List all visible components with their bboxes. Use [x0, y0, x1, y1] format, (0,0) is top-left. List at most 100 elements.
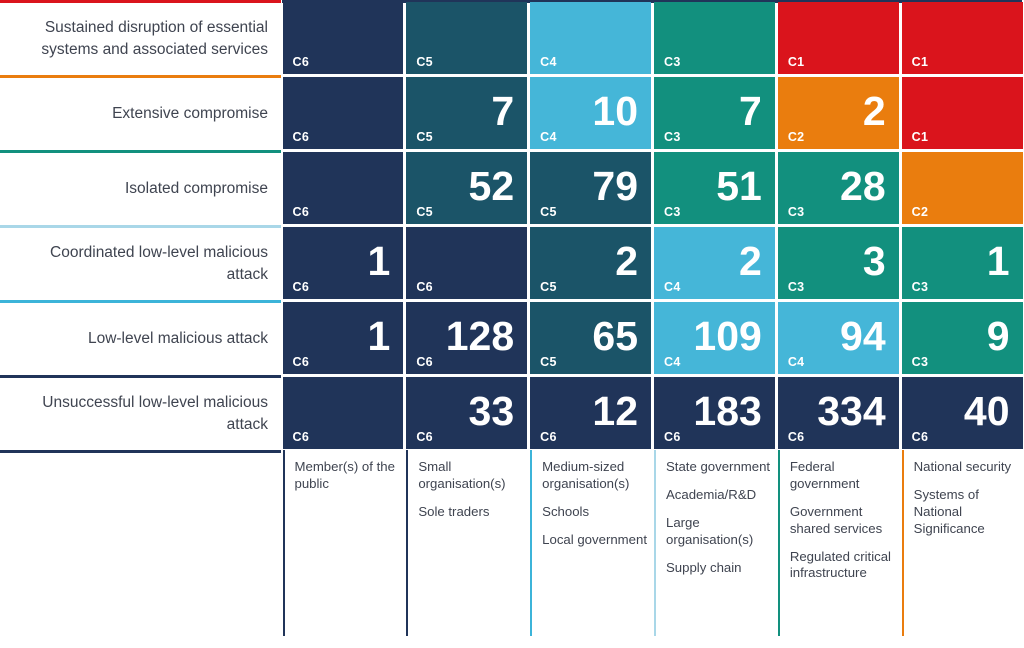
cell-category-label: C6 — [292, 54, 310, 69]
matrix-cell: 51 C3 — [654, 151, 775, 224]
cell-category-label: C1 — [787, 54, 805, 69]
cell-value: 52 — [468, 163, 515, 209]
cell-category-label: C6 — [416, 354, 433, 369]
matrix-cell: 109 C4 — [654, 301, 775, 374]
matrix-cell: C6 — [282, 151, 404, 224]
cell-value: 1 — [986, 238, 1010, 284]
cell-category-label: C4 — [787, 354, 805, 369]
cell-category-label: C6 — [292, 279, 310, 294]
cell-value: 10 — [592, 88, 638, 134]
cell-category-label: C1 — [911, 54, 929, 69]
cell-category-label: C5 — [416, 204, 433, 219]
cell-value: 79 — [592, 163, 638, 209]
matrix-cell: C1 — [901, 1, 1023, 74]
cell-category-label: C2 — [787, 129, 805, 144]
column-description-line: Medium-sized organisation(s) — [542, 459, 630, 491]
matrix-cell: 2 C4 — [654, 226, 775, 299]
matrix-cell: 12 C6 — [530, 376, 651, 449]
matrix-cell: C6 — [406, 226, 528, 299]
cell-value: 1 — [367, 238, 391, 284]
cell-value: 51 — [716, 163, 762, 209]
matrix-cell: 7 C3 — [654, 76, 775, 149]
matrix-cell: C1 — [901, 76, 1023, 149]
cell-value: 128 — [445, 313, 515, 359]
matrix-cell: C5 — [406, 1, 528, 74]
matrix-cell: 33 C6 — [406, 376, 528, 449]
column-description: State government Academia/R&D Large organi… — [654, 450, 775, 636]
cell-value: 7 — [739, 88, 762, 134]
column-description-line: Regulated critical infrastructure — [789, 548, 891, 581]
cell-category-label: C6 — [416, 279, 433, 294]
row-label: Coordinated low-level malicious attack — [0, 225, 281, 300]
column-description-line: Large organisation(s) — [666, 514, 754, 547]
matrix-cell: C3 — [654, 1, 775, 74]
cell-category-label: C4 — [664, 279, 681, 294]
row-label: Unsuccessful low-level malicious attack — [0, 375, 281, 450]
matrix-cell: 1 C6 — [282, 226, 404, 299]
matrix-cell: C2 — [901, 151, 1023, 224]
cell-value: 3 — [862, 238, 886, 284]
row-label: Low-level malicious attack — [0, 300, 281, 375]
cell-category-label: C1 — [911, 129, 929, 144]
matrix-cell: C6 — [282, 1, 404, 74]
matrix-cell: C1 — [777, 1, 899, 74]
row-label: Extensive compromise — [0, 75, 281, 150]
cell-value: 2 — [739, 238, 762, 284]
footer-spacer — [0, 450, 281, 636]
matrix-cell: 183 C6 — [654, 376, 775, 449]
matrix-cell: 3 C3 — [777, 226, 899, 299]
cell-category-label: C3 — [664, 204, 681, 219]
cell-value: 2 — [862, 88, 886, 134]
matrix-cell: C6 — [282, 376, 404, 449]
matrix-cell: 1 C6 — [282, 301, 404, 374]
cell-category-label: C3 — [664, 129, 681, 144]
cell-category-label: C3 — [664, 54, 681, 69]
cell-value: 109 — [693, 313, 762, 359]
cell-category-label: C5 — [540, 354, 557, 369]
cell-category-label: C6 — [416, 429, 433, 444]
cell-value: 183 — [693, 388, 762, 434]
matrix-cell: 1 C3 — [901, 226, 1023, 299]
cell-value: 1 — [367, 313, 391, 359]
cell-category-label: C6 — [787, 429, 805, 444]
cell-category-label: C6 — [664, 429, 681, 444]
column-description: Small organisation(s) Sole traders — [406, 450, 527, 636]
matrix-cell: 94 C4 — [777, 301, 899, 374]
cell-value: 28 — [840, 163, 886, 209]
cell-category-label: C4 — [540, 54, 557, 69]
cell-category-label: C3 — [911, 354, 929, 369]
matrix-cell: 2 C5 — [530, 226, 651, 299]
cell-value: 2 — [615, 238, 638, 284]
cell-value: 65 — [592, 313, 638, 359]
column-description-line: Systems of National Significance — [913, 486, 985, 536]
cell-category-label: C6 — [292, 129, 310, 144]
cell-value: 33 — [468, 388, 515, 434]
matrix-cell: 79 C5 — [530, 151, 651, 224]
column-description: National security Systems of National Sig… — [901, 450, 1023, 636]
cell-category-label: C6 — [292, 354, 310, 369]
cell-value: 40 — [963, 388, 1010, 434]
cell-value: 94 — [840, 313, 886, 359]
matrix-cell: 7 C5 — [406, 76, 528, 149]
cell-value: 334 — [817, 388, 886, 434]
matrix-cell: C6 — [282, 76, 404, 149]
matrix-cell: 334 C6 — [777, 376, 899, 449]
cell-category-label: C5 — [540, 279, 557, 294]
column-description: Federal government Government shared serv… — [777, 450, 899, 636]
matrix-cell: 28 C3 — [777, 151, 899, 224]
column-description-line: Schools — [542, 503, 590, 519]
cell-value: 7 — [491, 88, 515, 134]
matrix-cell: 52 C5 — [406, 151, 528, 224]
cell-category-label: C6 — [540, 429, 557, 444]
cell-category-label: C2 — [911, 204, 929, 219]
cell-category-label: C5 — [416, 54, 433, 69]
cell-value: 9 — [986, 313, 1010, 359]
row-label: Isolated compromise — [0, 150, 281, 225]
matrix-cell: 9 C3 — [901, 301, 1023, 374]
cell-category-label: C6 — [292, 204, 310, 219]
column-description-line: Member(s) of the public — [294, 459, 395, 491]
cell-category-label: C4 — [540, 129, 557, 144]
column-description: Medium-sized organisation(s) Schools Local… — [530, 450, 651, 636]
cell-category-label: C6 — [292, 429, 310, 444]
